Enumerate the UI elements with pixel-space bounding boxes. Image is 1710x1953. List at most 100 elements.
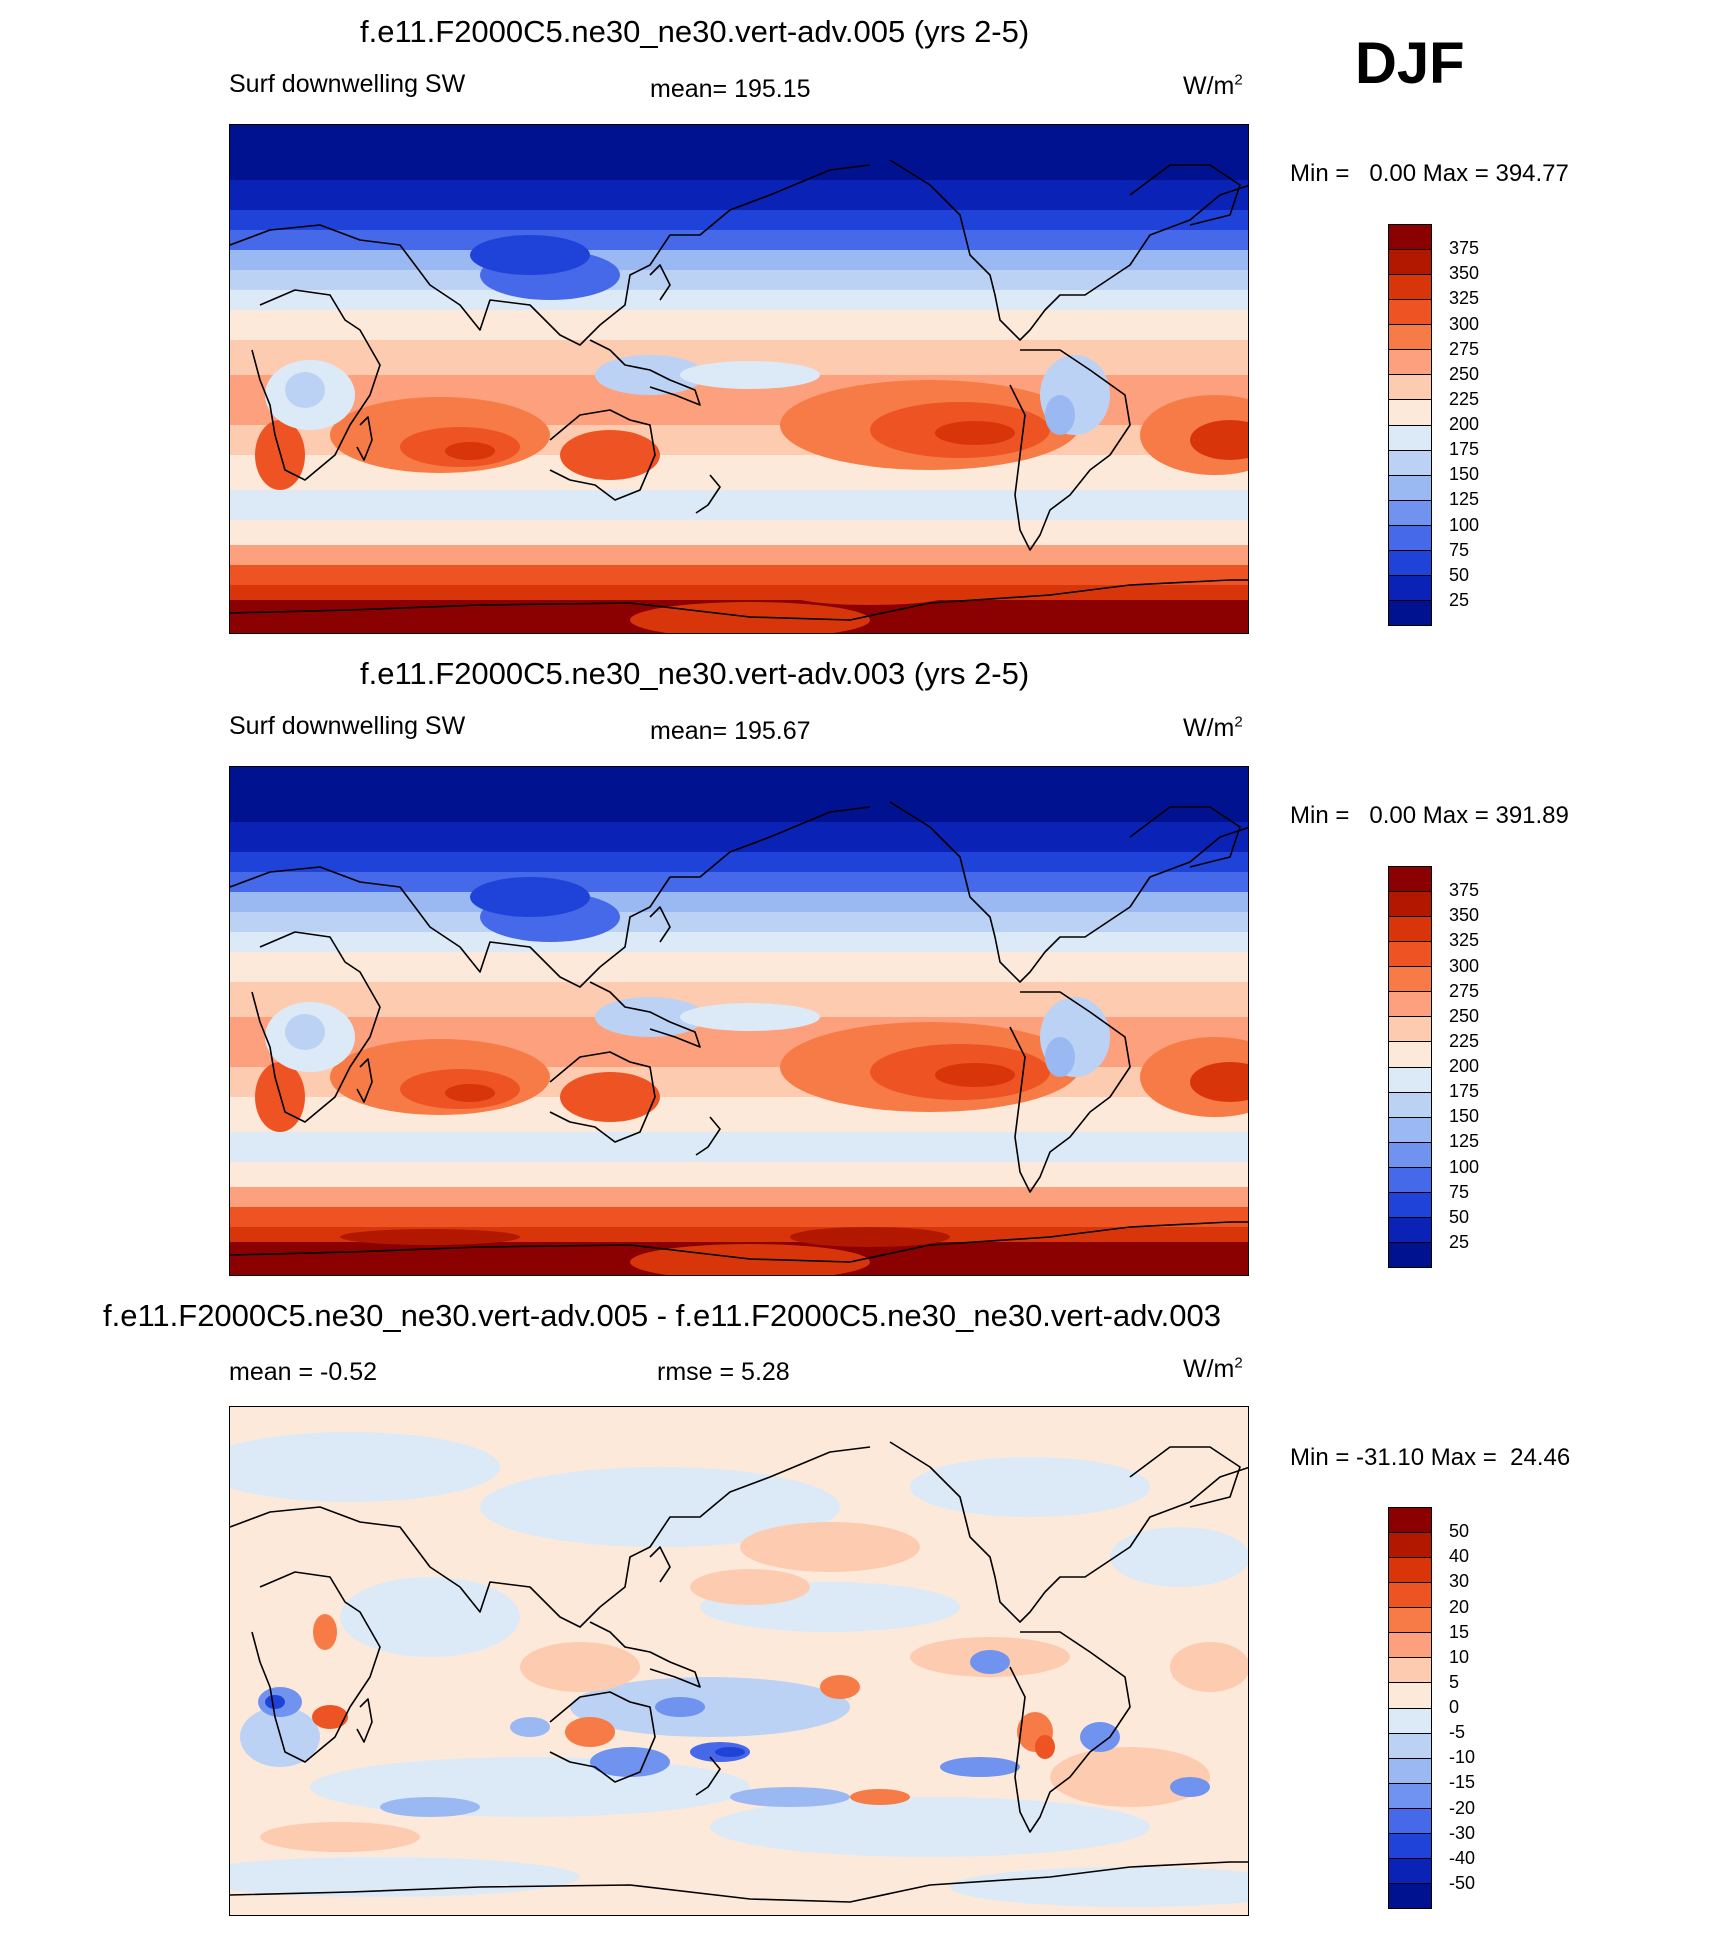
colorbar-segment — [1389, 1042, 1431, 1068]
colorbar-tick-label: 50 — [1449, 564, 1470, 585]
panel-3-title: f.e11.F2000C5.ne30_ne30.vert-adv.005 - f… — [103, 1298, 1221, 1333]
colorbar-tick-label: 30 — [1449, 1571, 1470, 1592]
colorbar-tick-label: 275 — [1449, 980, 1480, 1001]
panel-1-colorbar — [1388, 224, 1432, 626]
contour-field — [230, 767, 1248, 1275]
colorbar-tick-label: -15 — [1449, 1772, 1476, 1793]
colorbar-segment — [1389, 600, 1431, 625]
colorbar-tick-label: 375 — [1449, 238, 1480, 259]
colorbar-segment — [1389, 1708, 1431, 1734]
colorbar-segment — [1389, 575, 1431, 601]
colorbar-tick-label: 15 — [1449, 1621, 1470, 1642]
colorbar-segment — [1389, 475, 1431, 501]
colorbar-segment — [1389, 867, 1431, 893]
colorbar-tick-label: 25 — [1449, 589, 1470, 610]
colorbar-tick-label: 150 — [1449, 464, 1480, 485]
colorbar-tick-label: -20 — [1449, 1797, 1476, 1818]
colorbar-segment — [1389, 1658, 1431, 1684]
colorbar-segment — [1389, 967, 1431, 993]
colorbar-segment — [1389, 225, 1431, 251]
colorbar-tick-label: 325 — [1449, 930, 1480, 951]
colorbar-segment — [1389, 325, 1431, 351]
colorbar-segment — [1389, 400, 1431, 426]
colorbar-segment — [1389, 1533, 1431, 1559]
colorbar-tick-label: -50 — [1449, 1872, 1476, 1893]
colorbar-segment — [1389, 550, 1431, 576]
colorbar-segment — [1389, 525, 1431, 551]
colorbar-tick-label: 40 — [1449, 1546, 1470, 1567]
colorbar-segment — [1389, 1883, 1431, 1908]
colorbar-tick-label: 5 — [1449, 1671, 1460, 1692]
colorbar-segment — [1389, 1583, 1431, 1609]
colorbar-segment — [1389, 1633, 1431, 1659]
colorbar-segment — [1389, 1808, 1431, 1834]
colorbar-segment — [1389, 1117, 1431, 1143]
colorbar-segment — [1389, 350, 1431, 376]
panel-3-minmax: Min = -31.10 Max = 24.46 — [1290, 1444, 1571, 1471]
colorbar-segment — [1389, 917, 1431, 943]
colorbar-tick-label: 375 — [1449, 880, 1480, 901]
contour-field — [230, 125, 1248, 633]
colorbar-segment — [1389, 1217, 1431, 1243]
colorbar-segment — [1389, 1017, 1431, 1043]
panel-1-map — [229, 124, 1249, 634]
panel-2-map — [229, 766, 1249, 1276]
colorbar-tick-label: 200 — [1449, 414, 1480, 434]
colorbar-tick-label: -40 — [1449, 1847, 1476, 1868]
colorbar-segment — [1389, 375, 1431, 401]
panel-3-rmse: rmse = 5.28 — [657, 1358, 790, 1386]
panel-2-minmax: Min = 0.00 Max = 391.89 — [1290, 802, 1569, 829]
colorbar-tick-label: 275 — [1449, 338, 1480, 359]
colorbar-segment — [1389, 892, 1431, 918]
colorbar-tick-label: 300 — [1449, 313, 1480, 334]
colorbar-tick-label: 350 — [1449, 905, 1480, 926]
colorbar-tick-label: -5 — [1449, 1722, 1466, 1743]
colorbar-tick-label: 175 — [1449, 439, 1480, 460]
colorbar-segment — [1389, 500, 1431, 526]
colorbar-segment — [1389, 942, 1431, 968]
colorbar-segment — [1389, 1858, 1431, 1884]
panel-3-map — [229, 1406, 1249, 1916]
colorbar-tick-label: 250 — [1449, 1005, 1480, 1026]
panel-2-mean: mean= 195.67 — [650, 717, 811, 745]
panel-1-mean: mean= 195.15 — [650, 75, 811, 103]
colorbar-segment — [1389, 1508, 1431, 1534]
panel-1-units: W/m2 — [1183, 71, 1243, 100]
colorbar-tick-label: 25 — [1449, 1231, 1470, 1252]
colorbar-tick-label: 100 — [1449, 514, 1480, 535]
colorbar-tick-label: 125 — [1449, 489, 1480, 510]
colorbar-tick-label: 350 — [1449, 263, 1480, 284]
colorbar-tick-label: 250 — [1449, 363, 1480, 384]
colorbar-segment — [1389, 1242, 1431, 1267]
panel-3-colorbar — [1388, 1507, 1432, 1909]
colorbar-segment — [1389, 1142, 1431, 1168]
colorbar-tick-label: 200 — [1449, 1056, 1480, 1076]
colorbar-tick-label: 75 — [1449, 539, 1470, 560]
colorbar-segment — [1389, 300, 1431, 326]
panel-1-title: f.e11.F2000C5.ne30_ne30.vert-adv.005 (yr… — [360, 14, 1030, 49]
colorbar-segment — [1389, 1783, 1431, 1809]
colorbar-segment — [1389, 425, 1431, 451]
colorbar-segment — [1389, 275, 1431, 301]
panel-2-variable: Surf downwelling SW — [229, 712, 466, 740]
colorbar-segment — [1389, 1758, 1431, 1784]
colorbar-tick-label: 20 — [1449, 1596, 1470, 1617]
colorbar-tick-label: 125 — [1449, 1131, 1480, 1152]
colorbar-tick-label: 10 — [1449, 1646, 1470, 1667]
colorbar-tick-label: 300 — [1449, 955, 1480, 976]
contour-field — [230, 1407, 1248, 1915]
colorbar-tick-label: 50 — [1449, 1206, 1470, 1227]
colorbar-tick-label: 75 — [1449, 1181, 1470, 1202]
panel-1-minmax: Min = 0.00 Max = 394.77 — [1290, 160, 1569, 187]
colorbar-segment — [1389, 1167, 1431, 1193]
panel-2-colorbar — [1388, 866, 1432, 1268]
colorbar-tick-label: 225 — [1449, 1030, 1480, 1051]
colorbar-tick-label: 50 — [1449, 1521, 1470, 1542]
panel-3-mean: mean = -0.52 — [229, 1358, 378, 1386]
colorbar-segment — [1389, 1092, 1431, 1118]
colorbar-segment — [1389, 450, 1431, 476]
colorbar-segment — [1389, 1608, 1431, 1634]
colorbar-tick-label: 175 — [1449, 1081, 1480, 1102]
season-label: DJF — [1355, 31, 1465, 96]
colorbar-tick-label: -10 — [1449, 1747, 1476, 1768]
